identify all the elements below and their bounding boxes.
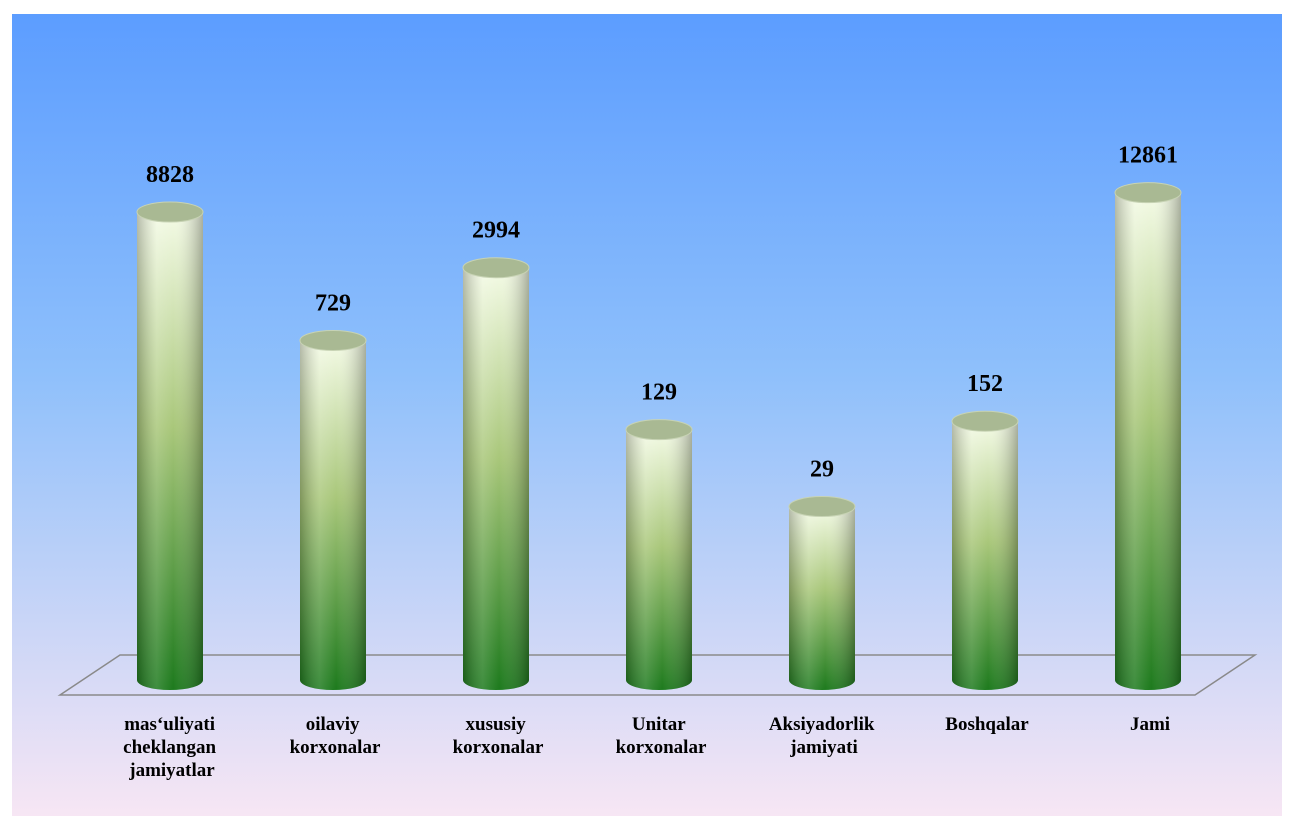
label-line: mas‘uliyati: [124, 714, 220, 735]
label-line: Boshqalar: [945, 714, 1029, 735]
label-line: Aksiyadorlik: [769, 714, 879, 735]
bar-cap: [1114, 182, 1182, 204]
label-line: jamiyati: [789, 737, 858, 758]
bar-shade: [137, 212, 203, 690]
x-tick-label: xususiy korxonalar: [453, 714, 544, 758]
label-line: Jami: [1130, 714, 1170, 735]
bar-cap: [625, 419, 693, 441]
value-label: 12861: [1118, 143, 1178, 169]
label-line: oilaviy: [306, 714, 365, 735]
value-label: 2994: [472, 218, 520, 244]
value-label: 129: [641, 380, 677, 406]
label-line: korxonalar: [290, 737, 381, 758]
value-label: 29: [810, 457, 834, 483]
x-tick-label: Jami: [1130, 714, 1170, 735]
bar-cap: [462, 257, 530, 279]
bar-shade: [789, 506, 855, 690]
x-tick-label: mas‘uliyati cheklangan jamiyatlar: [123, 714, 221, 781]
label-line: korxonalar: [453, 737, 544, 758]
x-tick-label: Aksiyadorlik jamiyati: [769, 714, 879, 758]
x-tick-label: Unitar korxonalar: [616, 714, 707, 758]
floor: [57, 654, 1258, 696]
bar-shade: [463, 267, 529, 690]
label-line: jamiyatlar: [128, 760, 215, 781]
x-tick-label: Boshqalar: [945, 714, 1029, 735]
bar-cap: [951, 410, 1019, 432]
label-line: korxonalar: [616, 737, 707, 758]
bar-shade: [626, 429, 692, 690]
bar-shade: [1115, 192, 1181, 690]
bar-shade: [300, 340, 366, 690]
value-label: 152: [967, 371, 1003, 397]
bar-shade: [952, 421, 1018, 690]
bar-cap: [788, 496, 856, 518]
label-line: xususiy: [466, 714, 531, 735]
x-tick-label: oilaviy korxonalar: [290, 714, 381, 758]
value-label: 729: [315, 290, 351, 316]
bar-cap: [136, 201, 204, 223]
bar-cap: [299, 329, 367, 351]
label-line: cheklangan: [123, 737, 221, 758]
value-label: 8828: [146, 162, 194, 188]
label-line: Unitar: [632, 714, 690, 735]
